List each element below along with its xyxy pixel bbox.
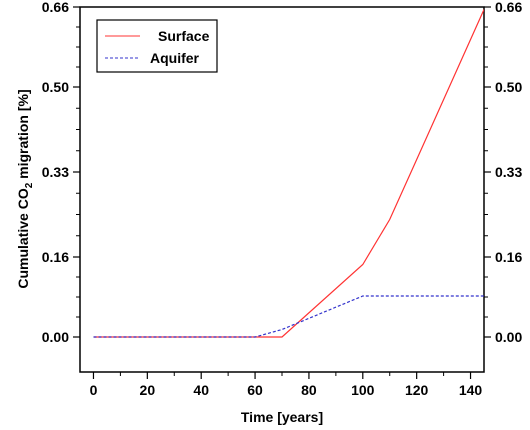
x-tick-label: 80 <box>301 382 317 398</box>
y-axis-title-rest: migration [%] <box>15 89 31 182</box>
y-tick-label-left: 0.00 <box>42 329 69 345</box>
legend-label-aquifer: Aquifer <box>150 50 200 66</box>
y-tick-label-left: 0.50 <box>42 79 69 95</box>
y-axis-title-subscript: 2 <box>24 182 35 188</box>
legend: Surface Aquifer <box>96 19 218 73</box>
x-tick-label: 140 <box>459 382 483 398</box>
axes-layer: 0 20 40 60 80 100 120 140 0.00 0.00 0.16 0.16 0.33 0.… <box>42 0 523 398</box>
x-tick-label: 60 <box>247 382 263 398</box>
x-tick-label: 100 <box>351 382 375 398</box>
y-tick-label-left: 0.66 <box>42 0 69 15</box>
x-tick-label: 20 <box>140 382 156 398</box>
y-axis-title: Cumulative CO2 migration [%] <box>15 89 35 288</box>
legend-label-surface: Surface <box>158 28 210 44</box>
x-tick-label: 0 <box>90 382 98 398</box>
y-tick-label-right: 0.16 <box>495 249 522 265</box>
y-axis-title-main: Cumulative CO <box>15 188 31 288</box>
legend-box <box>96 19 218 73</box>
x-axis-title: Time [years] <box>241 409 323 425</box>
y-tick-label-right: 0.66 <box>495 0 522 15</box>
y-tick-label-left: 0.16 <box>42 249 69 265</box>
y-tick-label-right: 0.00 <box>495 329 522 345</box>
series-layer <box>93 9 484 338</box>
x-tick-label: 120 <box>405 382 429 398</box>
x-tick-label: 40 <box>193 382 209 398</box>
y-tick-label-right: 0.33 <box>495 164 522 180</box>
series-line-aquifer <box>93 295 484 338</box>
y-tick-label-left: 0.33 <box>42 164 69 180</box>
y-tick-label-right: 0.50 <box>495 79 522 95</box>
